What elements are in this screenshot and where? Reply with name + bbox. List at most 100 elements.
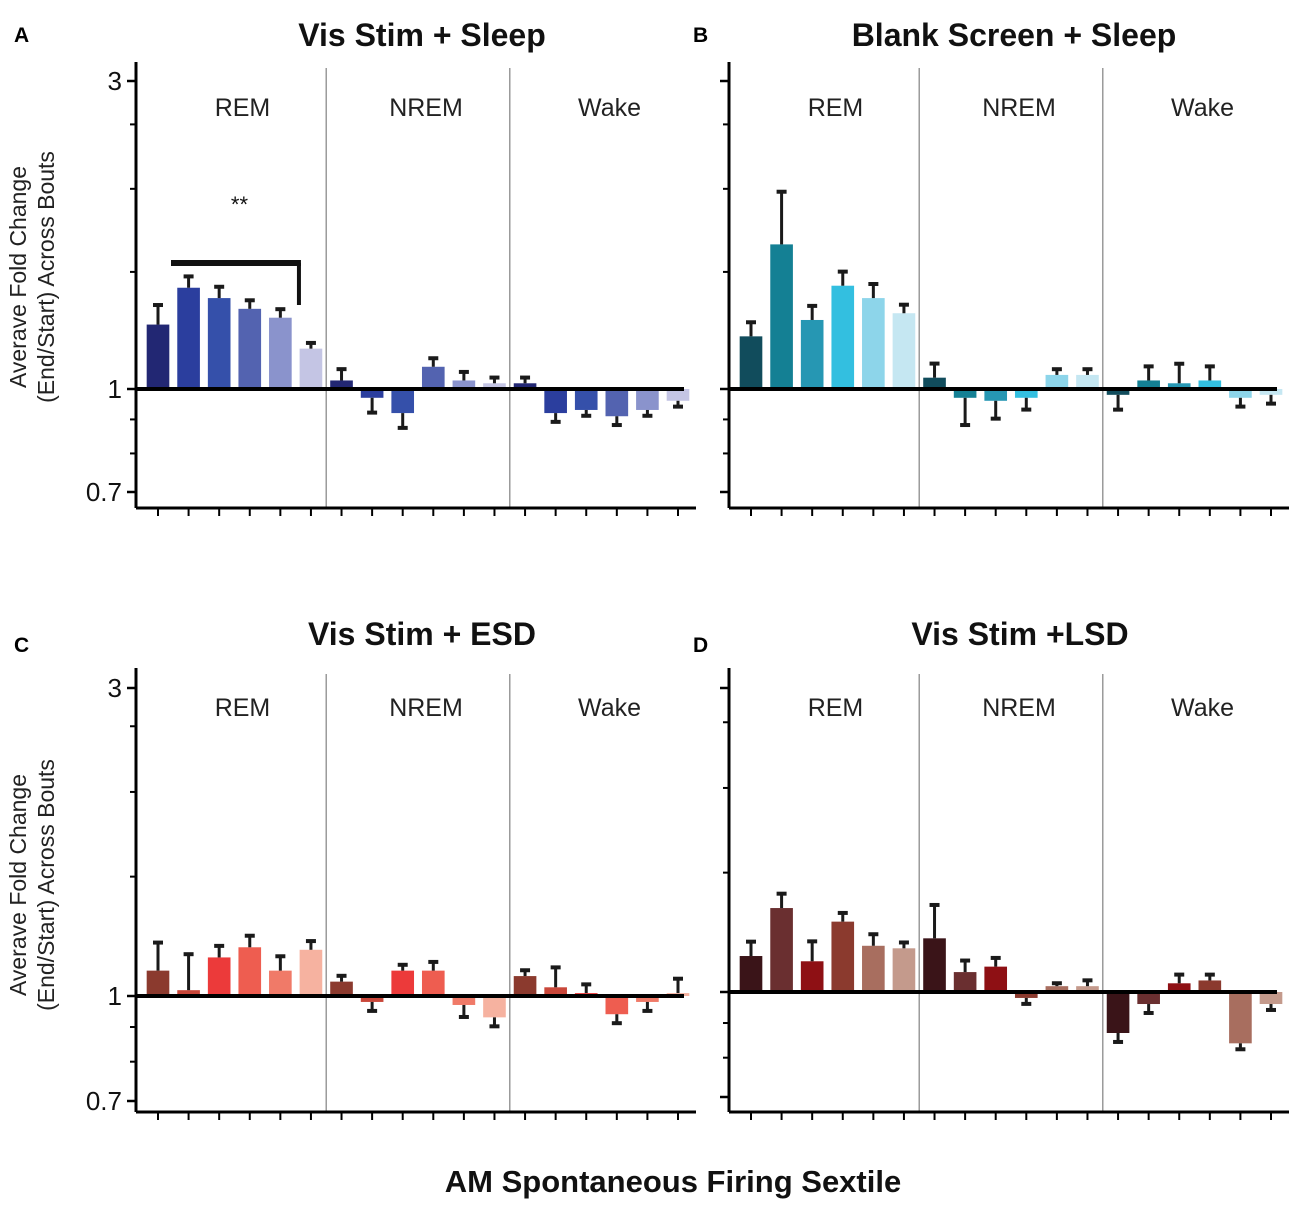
bar-wake-5 <box>1229 992 1252 1044</box>
bar-nrem-4 <box>1014 992 1038 998</box>
bar-nrem-5 <box>452 996 476 1005</box>
bar-wake-4 <box>1198 380 1222 389</box>
y-axis-label-line1-a: Averave Fold Change <box>5 166 31 388</box>
state-label-nrem: NREM <box>982 94 1056 122</box>
bar-rem-3 <box>207 957 231 996</box>
y-tick-label-2: 1 <box>108 374 122 404</box>
state-label-wake: Wake <box>578 94 641 122</box>
state-label-rem: REM <box>215 94 271 122</box>
state-label-rem: REM <box>215 694 271 722</box>
y-tick-label-1: 0.7 <box>86 477 122 507</box>
bar-wake-2 <box>544 389 567 414</box>
y-axis-label-line2-c: (End/Start) Across Bouts <box>33 759 59 1011</box>
bar-rem-6 <box>299 348 323 389</box>
bar-rem-4 <box>238 308 262 389</box>
bar-rem-4 <box>831 921 855 992</box>
panel-letter-a: A <box>14 24 29 47</box>
bar-nrem-4 <box>421 970 445 996</box>
bar-wake-4 <box>605 996 629 1015</box>
bar-wake-1 <box>513 976 537 996</box>
state-label-nrem: NREM <box>389 94 463 122</box>
bar-nrem-3 <box>984 389 1008 401</box>
bar-rem-2 <box>770 908 793 992</box>
bar-wake-4 <box>1198 980 1222 992</box>
bar-nrem-6 <box>483 383 506 389</box>
bar-rem-1 <box>146 324 170 389</box>
bar-nrem-4 <box>1014 389 1038 398</box>
y-tick-label-3: 3 <box>108 66 122 96</box>
panel-title-c: Vis Stim + ESD <box>308 616 536 652</box>
bar-nrem-4 <box>421 366 445 389</box>
bar-nrem-5 <box>1045 374 1069 389</box>
panel-c: C Vis Stim + ESD Averave Fold Change (En… <box>5 616 696 1120</box>
bar-nrem-3 <box>391 970 415 996</box>
bar-wake-5 <box>636 996 659 1002</box>
y-axis-label-line1-c: Averave Fold Change <box>5 774 31 996</box>
bar-rem-1 <box>146 970 170 996</box>
state-label-wake: Wake <box>1171 94 1234 122</box>
panel-title-a: Vis Stim + Sleep <box>298 17 546 53</box>
bar-nrem-1 <box>923 938 946 992</box>
state-label-rem: REM <box>808 94 864 122</box>
y-axis-label-line2-a: (End/Start) Across Bouts <box>33 151 59 403</box>
panel-b: B Blank Screen + Sleep REM NREM Wake <box>693 17 1289 516</box>
bar-wake-3 <box>1167 983 1191 992</box>
state-label-nrem: NREM <box>982 694 1056 722</box>
state-label-rem: REM <box>808 694 864 722</box>
bar-nrem-5 <box>452 380 476 389</box>
bar-rem-5 <box>862 945 885 992</box>
state-label-nrem: NREM <box>389 694 463 722</box>
bar-rem-1 <box>739 956 763 992</box>
panel-a: A Vis Stim + Sleep Averave Fold Change (… <box>5 17 696 516</box>
bar-nrem-1 <box>923 377 946 389</box>
panel-title-d: Vis Stim +LSD <box>911 616 1128 652</box>
bar-rem-1 <box>739 336 763 389</box>
bar-rem-3 <box>207 298 231 389</box>
bar-nrem-2 <box>360 389 384 398</box>
panel-title-b: Blank Screen + Sleep <box>852 17 1177 53</box>
state-label-wake: Wake <box>578 694 641 722</box>
bar-rem-4 <box>831 285 855 389</box>
bar-nrem-6 <box>483 996 506 1018</box>
bar-nrem-2 <box>360 996 384 1002</box>
bar-rem-4 <box>238 947 262 996</box>
bar-rem-2 <box>177 990 200 996</box>
bar-wake-3 <box>574 389 598 410</box>
y-tick-label-3: 3 <box>108 673 122 703</box>
x-axis-label: AM Spontaneous Firing Sextile <box>445 1164 901 1199</box>
bar-wake-1 <box>1106 389 1130 395</box>
bar-rem-5 <box>862 298 885 389</box>
bar-wake-6 <box>1259 389 1283 395</box>
bar-rem-3 <box>800 961 824 992</box>
bar-rem-5 <box>269 970 292 996</box>
state-label-wake: Wake <box>1171 694 1234 722</box>
bar-wake-2 <box>544 987 567 996</box>
panel-letter-b: B <box>693 24 708 47</box>
significance-stars: ** <box>231 192 249 217</box>
y-tick-label-1: 0.7 <box>86 1086 122 1116</box>
bar-nrem-6 <box>1076 986 1099 992</box>
bar-nrem-3 <box>391 389 415 414</box>
bar-nrem-5 <box>1045 986 1069 992</box>
bar-nrem-1 <box>330 981 353 996</box>
bar-wake-5 <box>1229 389 1252 398</box>
bar-rem-5 <box>269 317 292 389</box>
bar-nrem-3 <box>984 966 1008 992</box>
bar-nrem-2 <box>953 972 977 992</box>
panel-letter-d: D <box>693 634 708 657</box>
bar-wake-2 <box>1137 380 1160 389</box>
bar-wake-4 <box>605 389 629 417</box>
bar-nrem-2 <box>953 389 977 398</box>
bar-rem-6 <box>892 313 916 389</box>
bar-wake-6 <box>666 389 690 401</box>
panel-d: D Vis Stim +LSD REM NREM Wake <box>693 616 1289 1120</box>
bar-rem-6 <box>299 949 323 996</box>
bar-wake-1 <box>1106 992 1130 1033</box>
y-tick-label-2: 1 <box>108 981 122 1011</box>
bar-rem-2 <box>177 287 200 389</box>
bar-rem-6 <box>892 948 916 992</box>
bar-wake-1 <box>513 383 537 389</box>
bar-wake-5 <box>636 389 659 410</box>
bar-wake-2 <box>1137 992 1160 1005</box>
